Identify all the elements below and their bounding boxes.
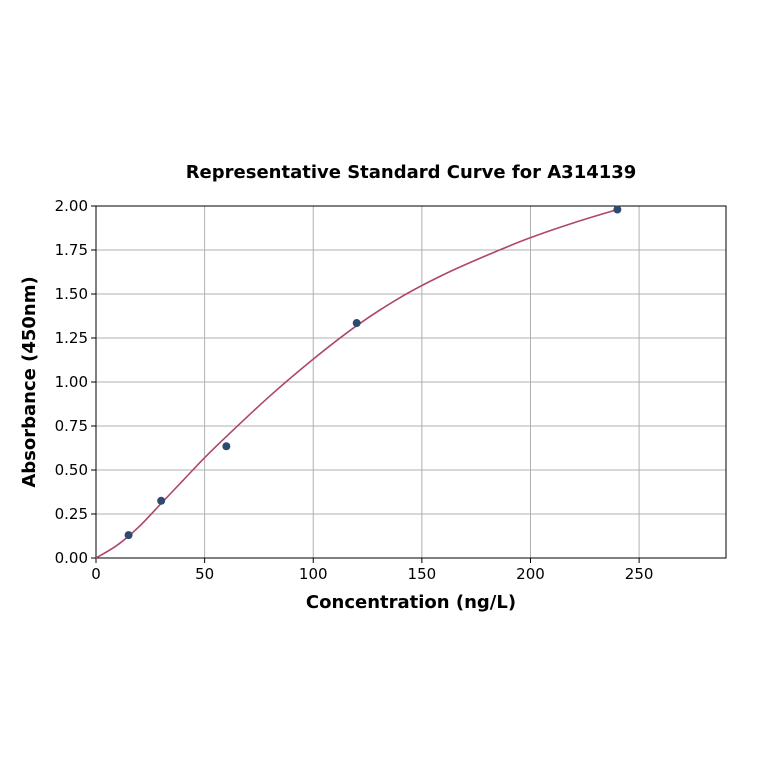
points-layer xyxy=(124,205,622,540)
y-tick-label: 0.25 xyxy=(55,505,88,523)
data-point xyxy=(222,442,231,451)
y-tick-label: 1.00 xyxy=(55,373,88,391)
x-tick-label: 200 xyxy=(516,565,545,583)
y-tick-label: 0.00 xyxy=(55,549,88,567)
x-axis-label: Concentration (ng/L) xyxy=(306,592,516,613)
x-tick-label: 100 xyxy=(299,565,328,583)
data-point xyxy=(352,319,361,328)
y-tick-label: 2.00 xyxy=(55,197,88,215)
x-tick-label: 50 xyxy=(195,565,214,583)
y-tick-label: 1.25 xyxy=(55,329,88,347)
x-tick-label: 0 xyxy=(91,565,101,583)
y-axis-label: Absorbance (450nm) xyxy=(19,276,40,487)
x-tick-label: 150 xyxy=(408,565,437,583)
y-tick-label: 1.75 xyxy=(55,241,88,259)
fit-curve-line xyxy=(95,208,618,559)
y-tick-label: 0.50 xyxy=(55,461,88,479)
data-point xyxy=(613,205,622,214)
y-tick-label: 1.50 xyxy=(55,285,88,303)
data-point xyxy=(124,531,133,540)
data-point xyxy=(157,496,166,505)
ticks-layer: 0 50 100 150 200 250 0.00 0.25 0.50 0.75 1.00 1.25 1… xyxy=(55,197,654,583)
grid-layer xyxy=(95,205,726,559)
chart-title: Representative Standard Curve for A31413… xyxy=(186,162,637,183)
x-tick-label: 250 xyxy=(625,565,654,583)
y-tick-label: 0.75 xyxy=(55,417,88,435)
